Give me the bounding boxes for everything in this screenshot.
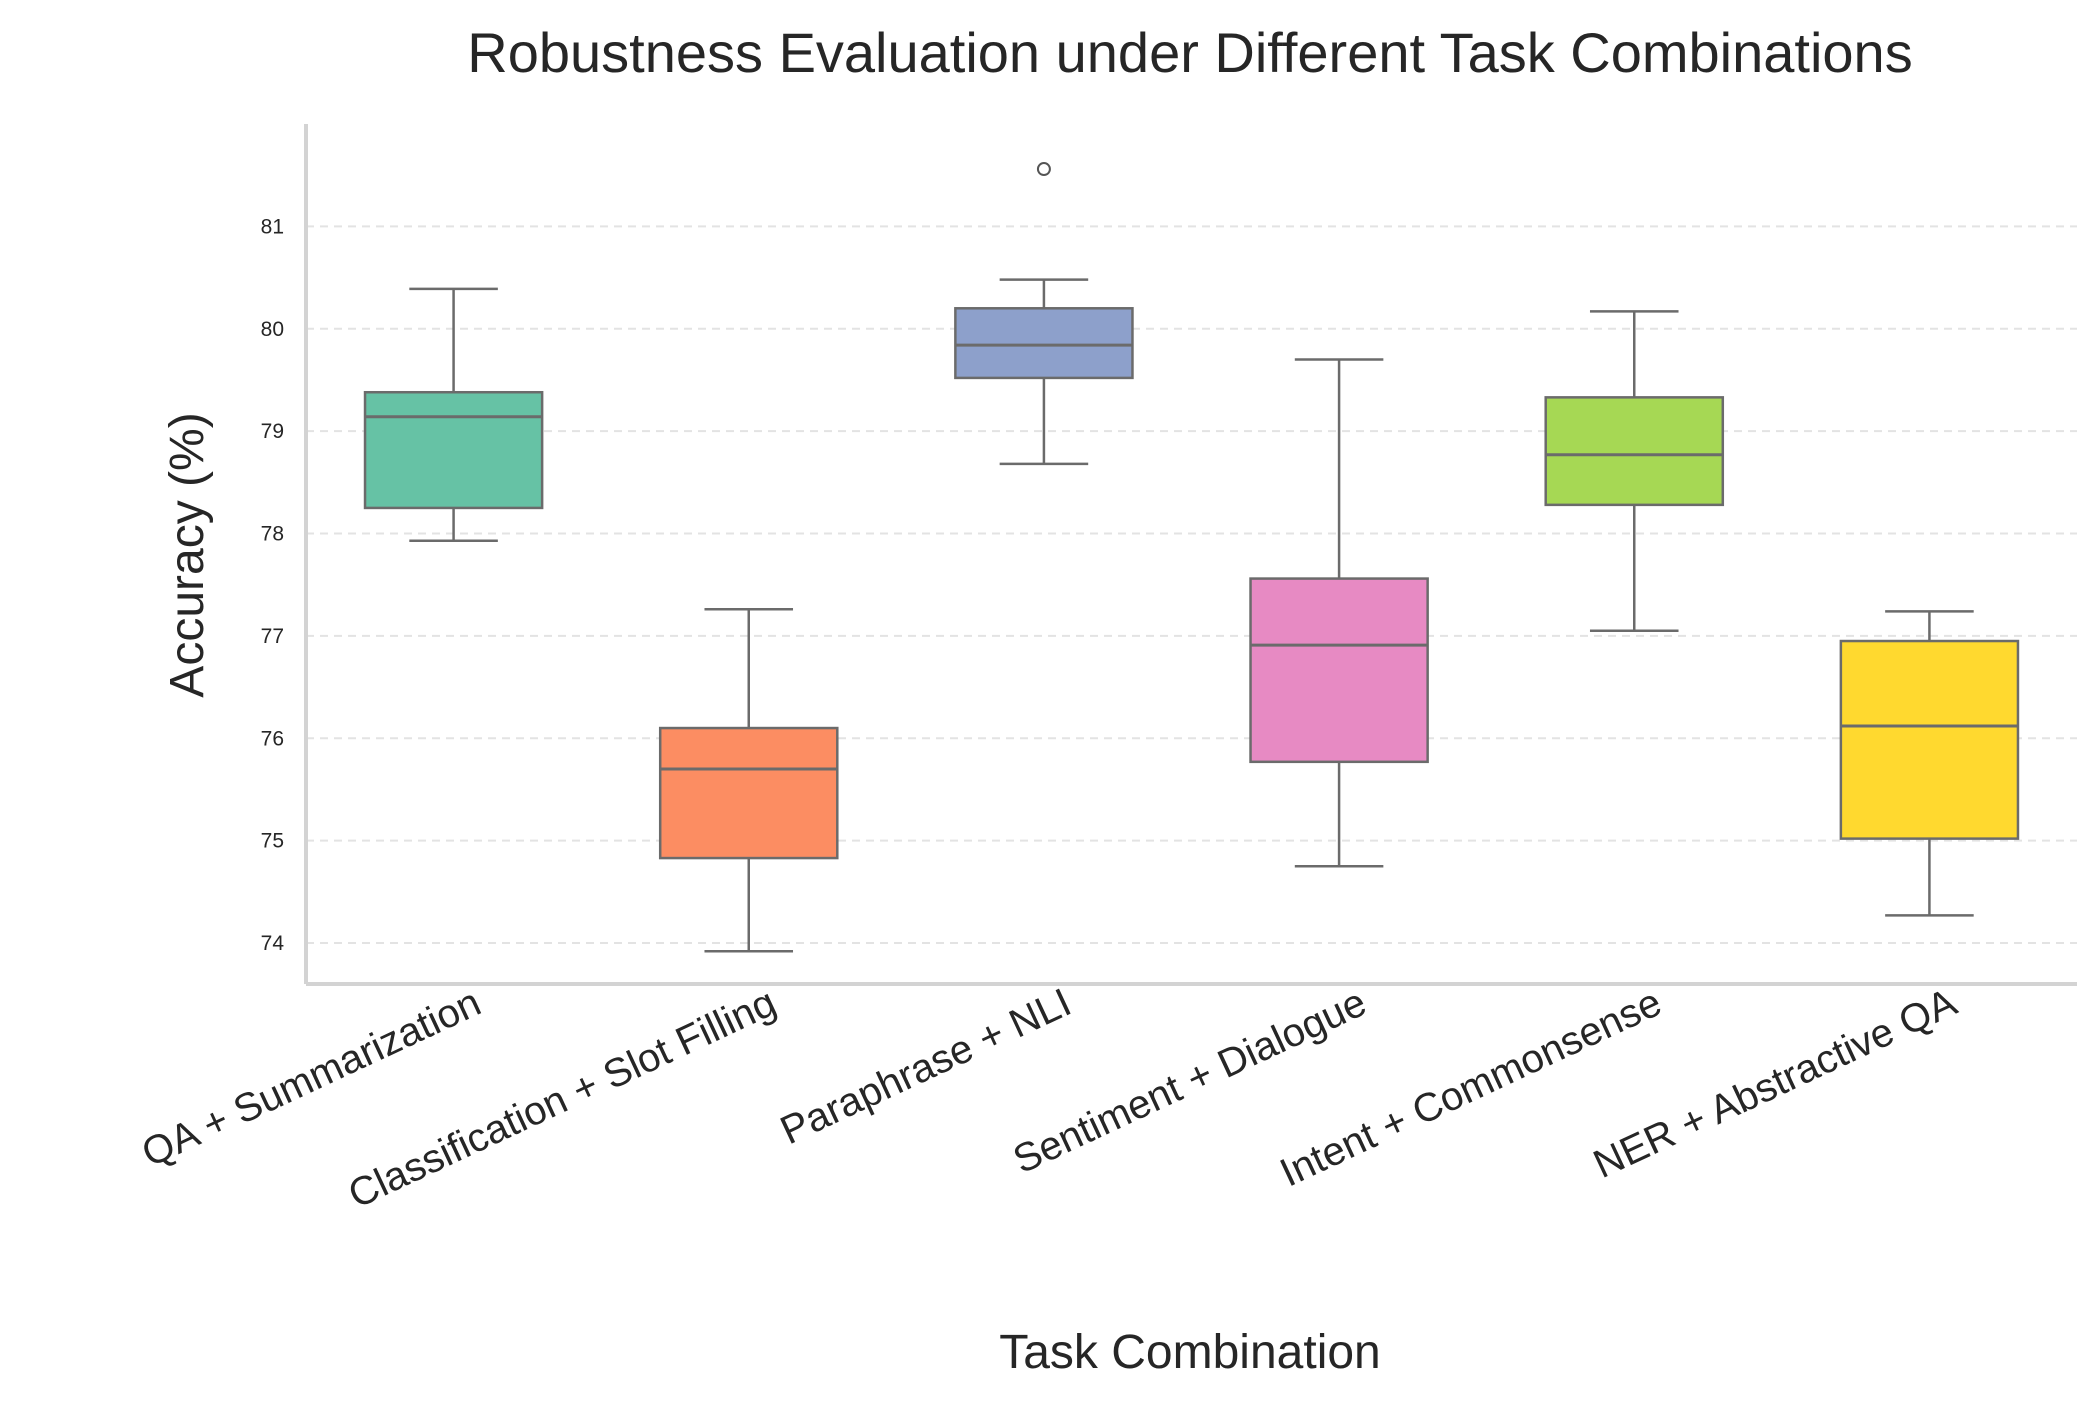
y-tick-label: 77: [261, 625, 284, 648]
iqr-box: [363, 390, 544, 510]
box-group: [1839, 610, 2020, 917]
x-axis-label: Task Combination: [999, 1326, 1381, 1379]
box-group: [658, 608, 839, 953]
iqr-box: [1839, 639, 2020, 840]
y-tick-label: 78: [261, 523, 284, 546]
grid-lines: [306, 225, 2077, 945]
chart-title: Robustness Evaluation under Different Ta…: [467, 21, 1912, 84]
iqr-box: [954, 307, 1134, 380]
iqr-box: [658, 726, 839, 860]
box-group: [1544, 310, 1725, 633]
box-group: [1249, 358, 1429, 868]
y-tick-label: 80: [261, 318, 284, 341]
y-tick-label: 81: [261, 215, 284, 238]
outlier-point: [1036, 162, 1051, 177]
y-axis-label: Accuracy (%): [161, 412, 214, 697]
box-group: [954, 162, 1134, 466]
y-tick-label: 79: [261, 420, 284, 443]
box-series: [363, 162, 2020, 953]
y-tick-label: 74: [261, 932, 285, 955]
x-tick-label: Paraphrase + NLI: [774, 980, 1078, 1153]
y-axis-ticks: 74 75 76 77 78 79 80 81: [261, 215, 285, 955]
iqr-box: [1249, 577, 1429, 764]
y-tick-label: 76: [261, 727, 284, 750]
box-group: [363, 287, 544, 542]
iqr-box: [1544, 396, 1725, 507]
y-tick-label: 75: [261, 830, 284, 853]
